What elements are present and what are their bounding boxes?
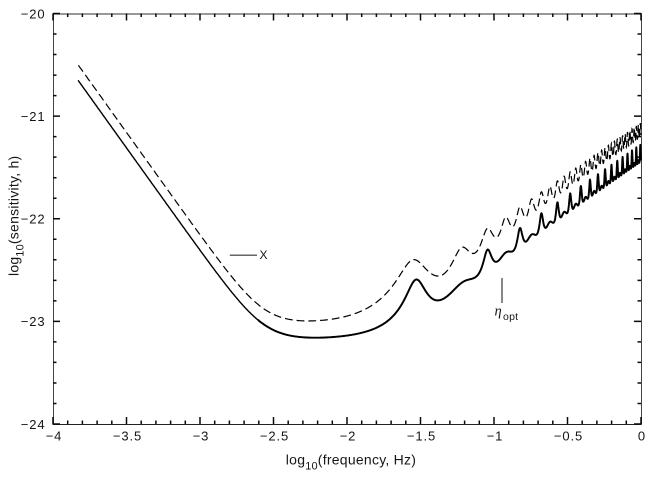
svg-text:(sensitivity, h): (sensitivity, h) [6,156,22,245]
svg-text:−3.5: −3.5 [113,428,142,443]
svg-text:−22: −22 [21,212,46,227]
svg-text:−1: −1 [487,428,504,443]
svg-text:log: log [6,257,22,276]
svg-text:η: η [495,304,502,320]
svg-text:0: 0 [638,428,646,443]
svg-text:X: X [260,248,268,262]
svg-text:−21: −21 [21,109,46,124]
svg-text:−0.5: −0.5 [554,428,583,443]
svg-text:−1.5: −1.5 [407,428,436,443]
svg-text:−2.5: −2.5 [260,428,289,443]
svg-text:−3: −3 [193,428,210,443]
svg-text:opt: opt [503,311,518,323]
svg-text:10: 10 [14,244,26,257]
svg-text:−4: −4 [46,428,63,443]
svg-text:−2: −2 [340,428,357,443]
svg-text:(frequency, Hz): (frequency, Hz) [318,452,416,468]
svg-text:−20: −20 [21,6,46,21]
svg-text:−24: −24 [21,417,46,432]
svg-text:log: log [286,452,305,468]
svg-text:10: 10 [305,461,318,473]
svg-text:−23: −23 [21,314,46,329]
